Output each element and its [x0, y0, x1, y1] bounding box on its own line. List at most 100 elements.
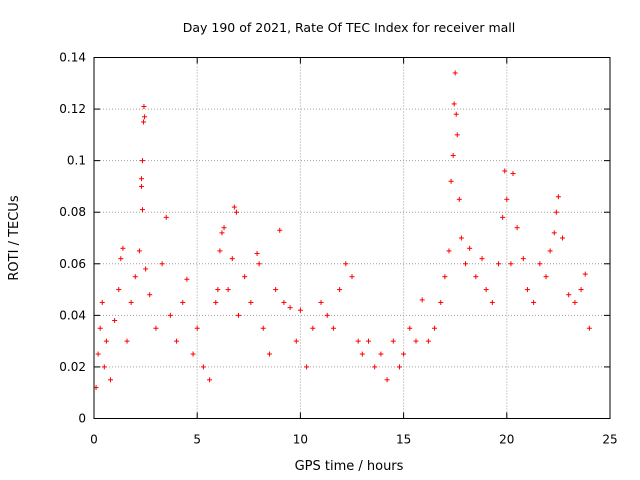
data-point [467, 245, 473, 251]
chart-title: Day 190 of 2021, Rate Of TEC Index for r… [183, 20, 515, 35]
data-point [108, 377, 114, 383]
data-point [384, 377, 390, 383]
data-point [560, 235, 566, 241]
data-point [217, 248, 223, 254]
data-point [140, 207, 146, 213]
data-point [553, 209, 559, 215]
data-point [448, 178, 454, 184]
data-point [118, 256, 124, 262]
y-tick-label: 0.14 [59, 51, 86, 65]
data-point [207, 377, 213, 383]
data-point [473, 274, 479, 280]
data-point [537, 261, 543, 267]
data-point [194, 325, 200, 331]
data-point [235, 312, 241, 318]
data-point [277, 227, 283, 233]
data-point [572, 299, 578, 305]
data-point [524, 287, 530, 293]
data-point [343, 261, 349, 267]
data-point [547, 248, 553, 254]
plot-frame [93, 57, 611, 419]
data-point [401, 351, 407, 357]
data-point [138, 176, 144, 182]
data-point [551, 230, 557, 236]
data-point [510, 171, 516, 177]
data-point [520, 256, 526, 262]
data-point [310, 325, 316, 331]
data-point [378, 351, 384, 357]
data-point [184, 276, 190, 282]
data-point [233, 209, 239, 215]
data-point [231, 204, 237, 210]
data-point [582, 271, 588, 277]
data-point [281, 299, 287, 305]
data-point [324, 312, 330, 318]
data-point [500, 214, 506, 220]
data-point [143, 266, 149, 272]
y-tick-label: 0.06 [59, 257, 86, 271]
data-point [103, 338, 109, 344]
data-point [413, 338, 419, 344]
data-point [366, 338, 372, 344]
data-point [578, 287, 584, 293]
data-point [396, 364, 402, 370]
data-point [140, 158, 146, 164]
data-point [95, 351, 101, 357]
data-point [221, 225, 227, 231]
data-point [304, 364, 310, 370]
data-point [97, 325, 103, 331]
data-point [555, 194, 561, 200]
data-point [450, 152, 456, 158]
y-axis-title: ROTI / TECUs [7, 195, 22, 280]
x-tick-label: 10 [293, 433, 308, 447]
data-point [496, 261, 502, 267]
data-point [489, 299, 495, 305]
y-tick-label: 0.04 [59, 308, 86, 322]
y-tick-label: 0 [78, 412, 86, 426]
data-point [163, 214, 169, 220]
data-point [297, 307, 303, 313]
data-point [120, 245, 126, 251]
data-point [190, 351, 196, 357]
data-point [337, 287, 343, 293]
data-point [248, 299, 254, 305]
data-point [112, 318, 118, 324]
x-tick-label: 25 [602, 433, 617, 447]
data-point [330, 325, 336, 331]
x-tick-labels: 0 5 10 15 20 25 [90, 433, 617, 447]
data-point [446, 248, 452, 254]
data-point [266, 351, 272, 357]
data-point [407, 325, 413, 331]
data-point [432, 325, 438, 331]
data-point [372, 364, 378, 370]
data-point [256, 261, 262, 267]
data-point [425, 338, 431, 344]
data-point [213, 299, 219, 305]
data-point [504, 196, 510, 202]
data-point [586, 325, 592, 331]
data-point [136, 248, 142, 254]
y-tick-labels: 0 0.02 0.04 0.06 0.08 0.1 0.12 0.14 [59, 51, 86, 426]
data-point [419, 297, 425, 303]
data-point [287, 305, 293, 311]
data-point [349, 274, 355, 280]
data-point [566, 292, 572, 298]
data-point [159, 261, 165, 267]
data-point [479, 256, 485, 262]
data-point [260, 325, 266, 331]
data-point [215, 287, 221, 293]
data-point [458, 235, 464, 241]
data-point [174, 338, 180, 344]
data-point [99, 299, 105, 305]
y-tick-label: 0.02 [59, 360, 86, 374]
data-point [116, 287, 122, 293]
grid-layer [94, 57, 610, 419]
data-point [153, 325, 159, 331]
data-point [543, 274, 549, 280]
data-point [101, 364, 107, 370]
data-point [254, 250, 260, 256]
data-point [390, 338, 396, 344]
data-point [452, 70, 458, 76]
y-tick-label: 0.08 [59, 205, 86, 219]
data-point [453, 111, 459, 117]
